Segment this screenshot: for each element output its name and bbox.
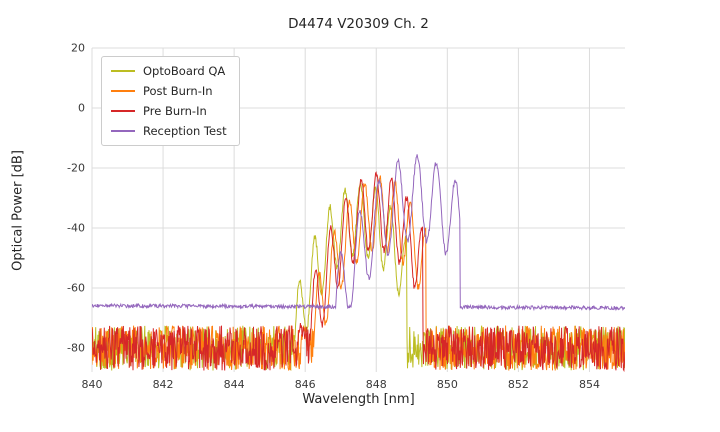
y-tick-label: -60 xyxy=(67,281,85,295)
legend-item: Pre Burn-In xyxy=(111,104,227,118)
x-tick-label: 850 xyxy=(436,378,458,391)
y-tick-label: -40 xyxy=(67,221,85,235)
x-tick-label: 848 xyxy=(365,378,387,391)
x-axis-label: Wavelength [nm] xyxy=(302,392,415,407)
legend-swatch xyxy=(111,130,135,132)
legend-label: OptoBoard QA xyxy=(143,64,226,78)
series-line xyxy=(92,171,625,372)
legend-swatch xyxy=(111,110,135,112)
legend-box: OptoBoard QA Post Burn-In Pre Burn-In Recep… xyxy=(101,56,240,146)
series-line xyxy=(92,154,625,312)
x-tick-label: 840 xyxy=(81,378,103,391)
legend-item: OptoBoard QA xyxy=(111,64,227,78)
legend-item: Reception Test xyxy=(111,124,227,138)
chart-title: D4474 V20309 Ch. 2 xyxy=(288,16,429,32)
x-tick-label: 846 xyxy=(294,378,316,391)
x-tick-label: 854 xyxy=(578,378,600,391)
legend-item: Post Burn-In xyxy=(111,84,227,98)
y-tick-label: 0 xyxy=(78,101,85,115)
x-tick-label: 844 xyxy=(223,378,245,391)
y-tick-label: -80 xyxy=(67,341,85,355)
y-tick-label: 20 xyxy=(71,41,85,55)
x-tick-label: 852 xyxy=(507,378,529,391)
legend-swatch xyxy=(111,90,135,92)
x-tick-label: 842 xyxy=(152,378,174,391)
series-line xyxy=(92,175,625,371)
legend-label: Post Burn-In xyxy=(143,84,213,98)
y-tick-label: -20 xyxy=(67,161,85,175)
y-axis-label: Optical Power [dB] xyxy=(10,150,26,271)
legend-label: Pre Burn-In xyxy=(143,104,207,118)
legend-swatch xyxy=(111,70,135,72)
legend-label: Reception Test xyxy=(143,124,227,138)
